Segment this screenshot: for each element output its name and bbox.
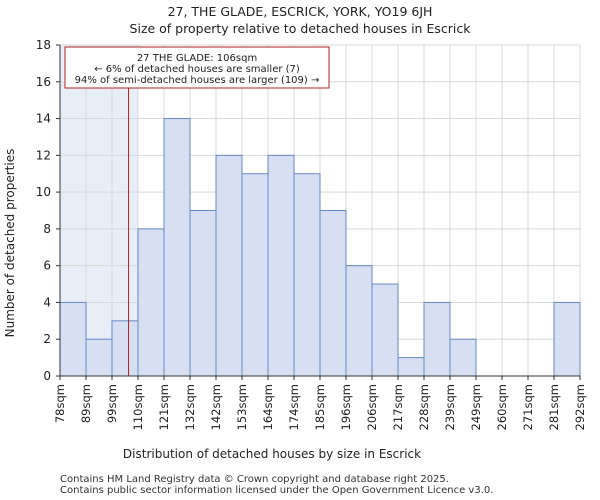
y-tick-label: 12 — [36, 148, 51, 162]
y-axis-label: Number of detached properties — [3, 149, 17, 338]
x-tick-label: 110sqm — [131, 384, 145, 430]
bar-142sqm — [215, 154, 243, 377]
x-tick-label: 217sqm — [391, 384, 405, 430]
bar-110sqm — [137, 228, 165, 377]
x-tick-label: 142sqm — [209, 384, 223, 430]
annotation-line-3: 94% of semi-detached houses are larger (… — [75, 75, 320, 86]
y-tick-label: 8 — [43, 222, 51, 236]
x-tick-label: 260sqm — [495, 384, 509, 430]
bar-132sqm — [189, 210, 217, 377]
chart-subtitle: Size of property relative to detached ho… — [129, 21, 471, 36]
bar-164sqm — [267, 154, 295, 377]
y-tick-label: 10 — [36, 185, 51, 199]
x-axis-label: Distribution of detached houses by size … — [123, 447, 421, 461]
footer-line-2: Contains public sector information licen… — [60, 485, 494, 496]
chart-title: 27, THE GLADE, ESCRICK, YORK, YO19 6JH — [167, 4, 433, 19]
x-tick-label: 281sqm — [547, 384, 561, 430]
x-tick-label: 196sqm — [339, 384, 353, 430]
bar-281sqm — [553, 301, 581, 377]
bar-89sqm — [85, 338, 113, 377]
x-tick-label: 89sqm — [79, 384, 93, 423]
x-tick-label: 99sqm — [105, 384, 119, 423]
y-tick-label: 4 — [43, 295, 51, 309]
x-tick-label: 78sqm — [53, 384, 67, 423]
x-tick-label: 271sqm — [521, 384, 535, 430]
bar-99sqm — [111, 320, 139, 377]
x-tick-label: 292sqm — [573, 384, 587, 430]
annotation-line-1: 27 THE GLADE: 106sqm — [137, 53, 257, 64]
x-tick-label: 185sqm — [313, 384, 327, 430]
annotation-line-2: ← 6% of detached houses are smaller (7) — [94, 64, 300, 75]
x-tick-label: 206sqm — [365, 384, 379, 430]
bar-206sqm — [371, 283, 399, 377]
bar-228sqm — [423, 301, 451, 377]
x-tick-label: 164sqm — [261, 384, 275, 430]
x-tick-label: 174sqm — [287, 384, 301, 430]
bar-121sqm — [163, 118, 191, 377]
y-tick-label: 16 — [36, 75, 51, 89]
bar-153sqm — [241, 173, 269, 377]
bar-185sqm — [319, 210, 347, 377]
annotation-box — [64, 46, 330, 89]
x-tick-label: 121sqm — [157, 384, 171, 430]
x-tick-label: 153sqm — [235, 384, 249, 430]
footer-line-1: Contains HM Land Registry data © Crown c… — [60, 474, 449, 485]
x-tick-label: 132sqm — [183, 384, 197, 430]
y-tick-label: 2 — [43, 332, 51, 346]
y-tick-label: 18 — [36, 38, 51, 52]
x-tick-label: 249sqm — [469, 384, 483, 430]
y-tick-label: 6 — [43, 259, 51, 273]
x-tick-label: 239sqm — [443, 384, 457, 430]
bar-78sqm — [59, 301, 87, 377]
bar-239sqm — [449, 338, 477, 377]
x-tick-label: 228sqm — [417, 384, 431, 430]
y-tick-label: 14 — [36, 112, 51, 126]
bar-174sqm — [293, 173, 321, 377]
bar-196sqm — [345, 265, 373, 377]
bar-217sqm — [397, 357, 425, 377]
y-tick-label: 0 — [43, 369, 51, 383]
